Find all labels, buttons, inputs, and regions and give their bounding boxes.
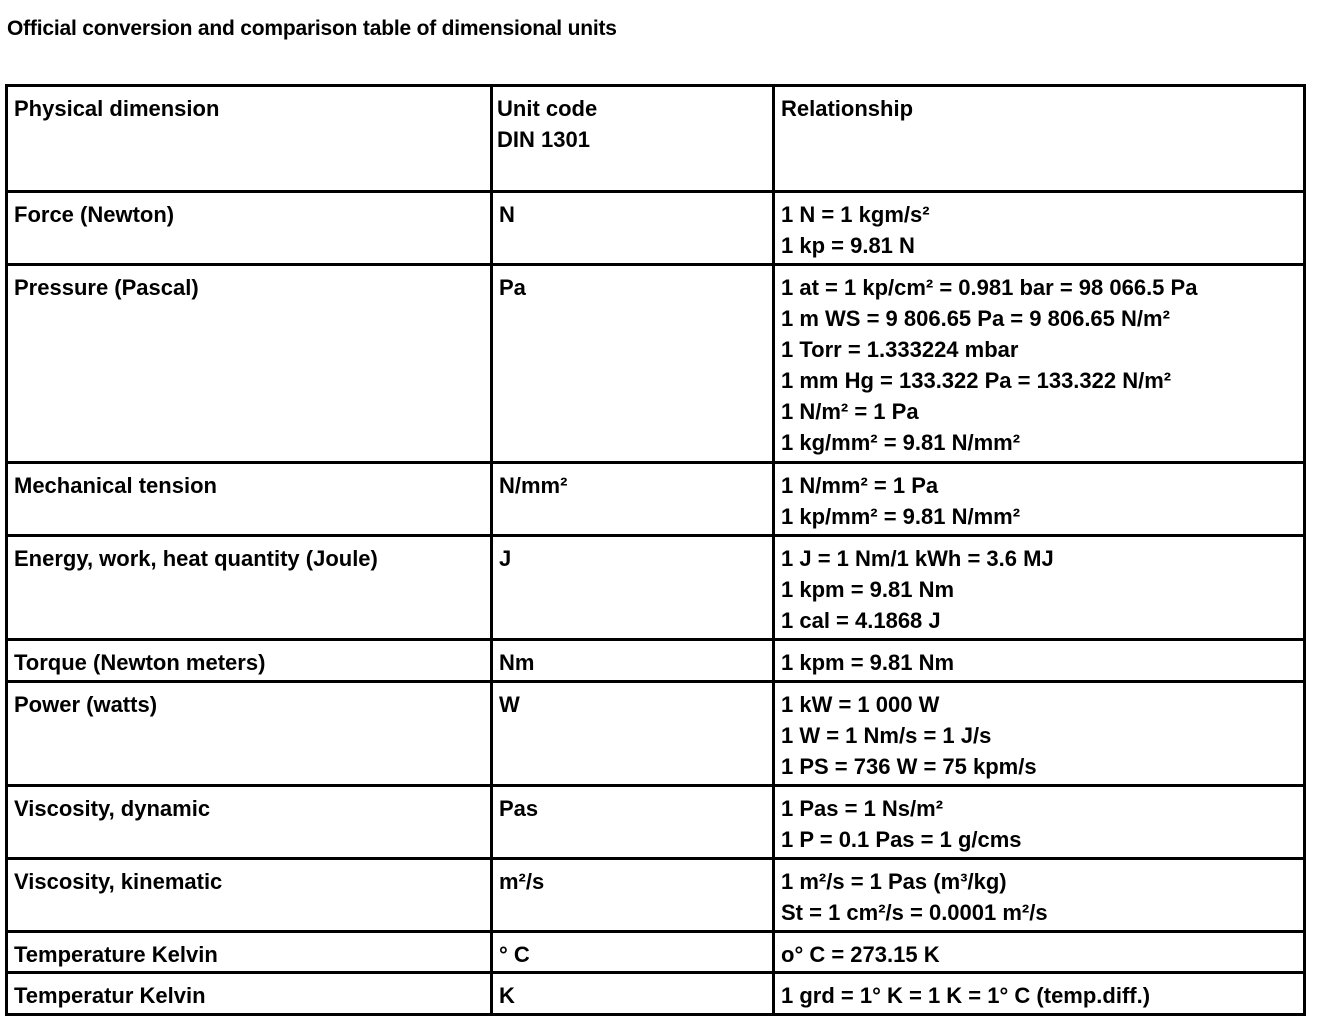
table-row: Viscosity, kinematic m²/s 1 m²/s = 1 Pas (… — [5, 857, 1306, 933]
header-relationship: Relationship — [772, 84, 1306, 193]
relationship-line: 1 at = 1 kp/cm² = 0.981 bar = 98 066.5 P… — [781, 275, 1198, 300]
relationship-line: 1 N = 1 kgm/s² — [781, 202, 930, 227]
relationship-cell: 1 kpm = 9.81 Nm — [772, 638, 1306, 683]
relationship-line: 1 J = 1 Nm/1 kWh = 3.6 MJ — [781, 546, 1054, 571]
relationship-line: 1 kp = 9.81 N — [781, 233, 915, 258]
relationship-line: 1 N/m² = 1 Pa — [781, 399, 919, 424]
relationship-line: 1 PS = 736 W = 75 kpm/s — [781, 754, 1037, 779]
relationship-line: 1 Pas = 1 Ns/m² — [781, 796, 944, 821]
dimension-cell: Temperatur Kelvin — [5, 971, 493, 1016]
dimension-cell: Energy, work, heat quantity (Joule) — [5, 534, 493, 641]
unit-code-cell: Pas — [490, 784, 775, 860]
relationship-cell: o° C = 273.15 K — [772, 930, 1306, 974]
dimension-cell: Viscosity, dynamic — [5, 784, 493, 860]
table-row: Temperatur Kelvin K 1 grd = 1° K = 1 K = 1… — [5, 971, 1306, 1016]
table-header-row: Physical dimension Unit code DIN 1301 Rela… — [5, 84, 1306, 193]
unit-code-cell: N — [490, 190, 775, 266]
table-row: Energy, work, heat quantity (Joule) J 1 J … — [5, 534, 1306, 641]
relationship-line: 1 N/mm² = 1 Pa — [781, 473, 939, 498]
unit-code-cell: Nm — [490, 638, 775, 683]
header-unit-code: Unit code DIN 1301 — [490, 84, 775, 193]
relationship-line: 1 kW = 1 000 W — [781, 692, 940, 717]
dimension-cell: Temperature Kelvin — [5, 930, 493, 974]
dimension-cell: Power (watts) — [5, 680, 493, 787]
relationship-line: 1 m²/s = 1 Pas (m³/kg) — [781, 869, 1007, 894]
relationship-cell: 1 J = 1 Nm/1 kWh = 3.6 MJ 1 kpm = 9.81 Nm… — [772, 534, 1306, 641]
unit-code-cell: N/mm² — [490, 461, 775, 537]
relationship-line: 1 kp/mm² = 9.81 N/mm² — [781, 504, 1021, 529]
page-title: Official conversion and comparison table… — [7, 17, 617, 40]
relationship-line: 1 kpm = 9.81 Nm — [781, 577, 955, 602]
unit-code-cell: ° C — [490, 930, 775, 974]
relationship-line: 1 P = 0.1 Pas = 1 g/cms — [781, 827, 1022, 852]
table-row: Viscosity, dynamic Pas 1 Pas = 1 Ns/m² 1 P … — [5, 784, 1306, 860]
relationship-cell: 1 N/mm² = 1 Pa 1 kp/mm² = 9.81 N/mm² — [772, 461, 1306, 537]
unit-code-cell: m²/s — [490, 857, 775, 933]
dimension-cell: Viscosity, kinematic — [5, 857, 493, 933]
dimension-cell: Torque (Newton meters) — [5, 638, 493, 683]
unit-code-cell: K — [490, 971, 775, 1016]
table-row: Power (watts) W 1 kW = 1 000 W 1 W = 1 Nm/s… — [5, 680, 1306, 787]
unit-code-cell: J — [490, 534, 775, 641]
relationship-line: 1 cal = 4.1868 J — [781, 608, 941, 633]
dimension-cell: Force (Newton) — [5, 190, 493, 266]
relationship-line: 1 grd = 1° K = 1 K = 1° C (temp.diff.) — [781, 983, 1151, 1008]
table-row: Force (Newton) N 1 N = 1 kgm/s² 1 kp = 9.81… — [5, 190, 1306, 266]
relationship-line: 1 mm Hg = 133.322 Pa = 133.322 N/m² — [781, 368, 1172, 393]
relationship-cell: 1 at = 1 kp/cm² = 0.981 bar = 98 066.5 P… — [772, 263, 1306, 464]
relationship-line: St = 1 cm²/s = 0.0001 m²/s — [781, 900, 1048, 925]
dimension-cell: Pressure (Pascal) — [5, 263, 493, 464]
dimension-cell: Mechanical tension — [5, 461, 493, 537]
relationship-line: 1 m WS = 9 806.65 Pa = 9 806.65 N/m² — [781, 306, 1170, 331]
unit-code-cell: W — [490, 680, 775, 787]
header-physical-dimension: Physical dimension — [5, 84, 493, 193]
relationship-line: 1 W = 1 Nm/s = 1 J/s — [781, 723, 992, 748]
table-row: Pressure (Pascal) Pa 1 at = 1 kp/cm² = 0.9… — [5, 263, 1306, 464]
relationship-cell: 1 m²/s = 1 Pas (m³/kg) St = 1 cm²/s = 0.0… — [772, 857, 1306, 933]
relationship-cell: 1 grd = 1° K = 1 K = 1° C (temp.diff.) — [772, 971, 1306, 1016]
relationship-line: 1 kpm = 9.81 Nm — [781, 650, 955, 675]
relationship-line: o° C = 273.15 K — [781, 942, 940, 967]
table-row: Torque (Newton meters) Nm 1 kpm = 9.81 Nm — [5, 638, 1306, 683]
unit-code-cell: Pa — [490, 263, 775, 464]
relationship-line: 1 kg/mm² = 9.81 N/mm² — [781, 430, 1021, 455]
relationship-cell: 1 N = 1 kgm/s² 1 kp = 9.81 N — [772, 190, 1306, 266]
relationship-cell: 1 Pas = 1 Ns/m² 1 P = 0.1 Pas = 1 g/cms — [772, 784, 1306, 860]
relationship-line: 1 Torr = 1.333224 mbar — [781, 337, 1019, 362]
table-row: Mechanical tension N/mm² 1 N/mm² = 1 Pa 1 k… — [5, 461, 1306, 537]
units-table: Physical dimension Unit code DIN 1301 Rela… — [5, 84, 1306, 1016]
relationship-cell: 1 kW = 1 000 W 1 W = 1 Nm/s = 1 J/s 1 PS =… — [772, 680, 1306, 787]
